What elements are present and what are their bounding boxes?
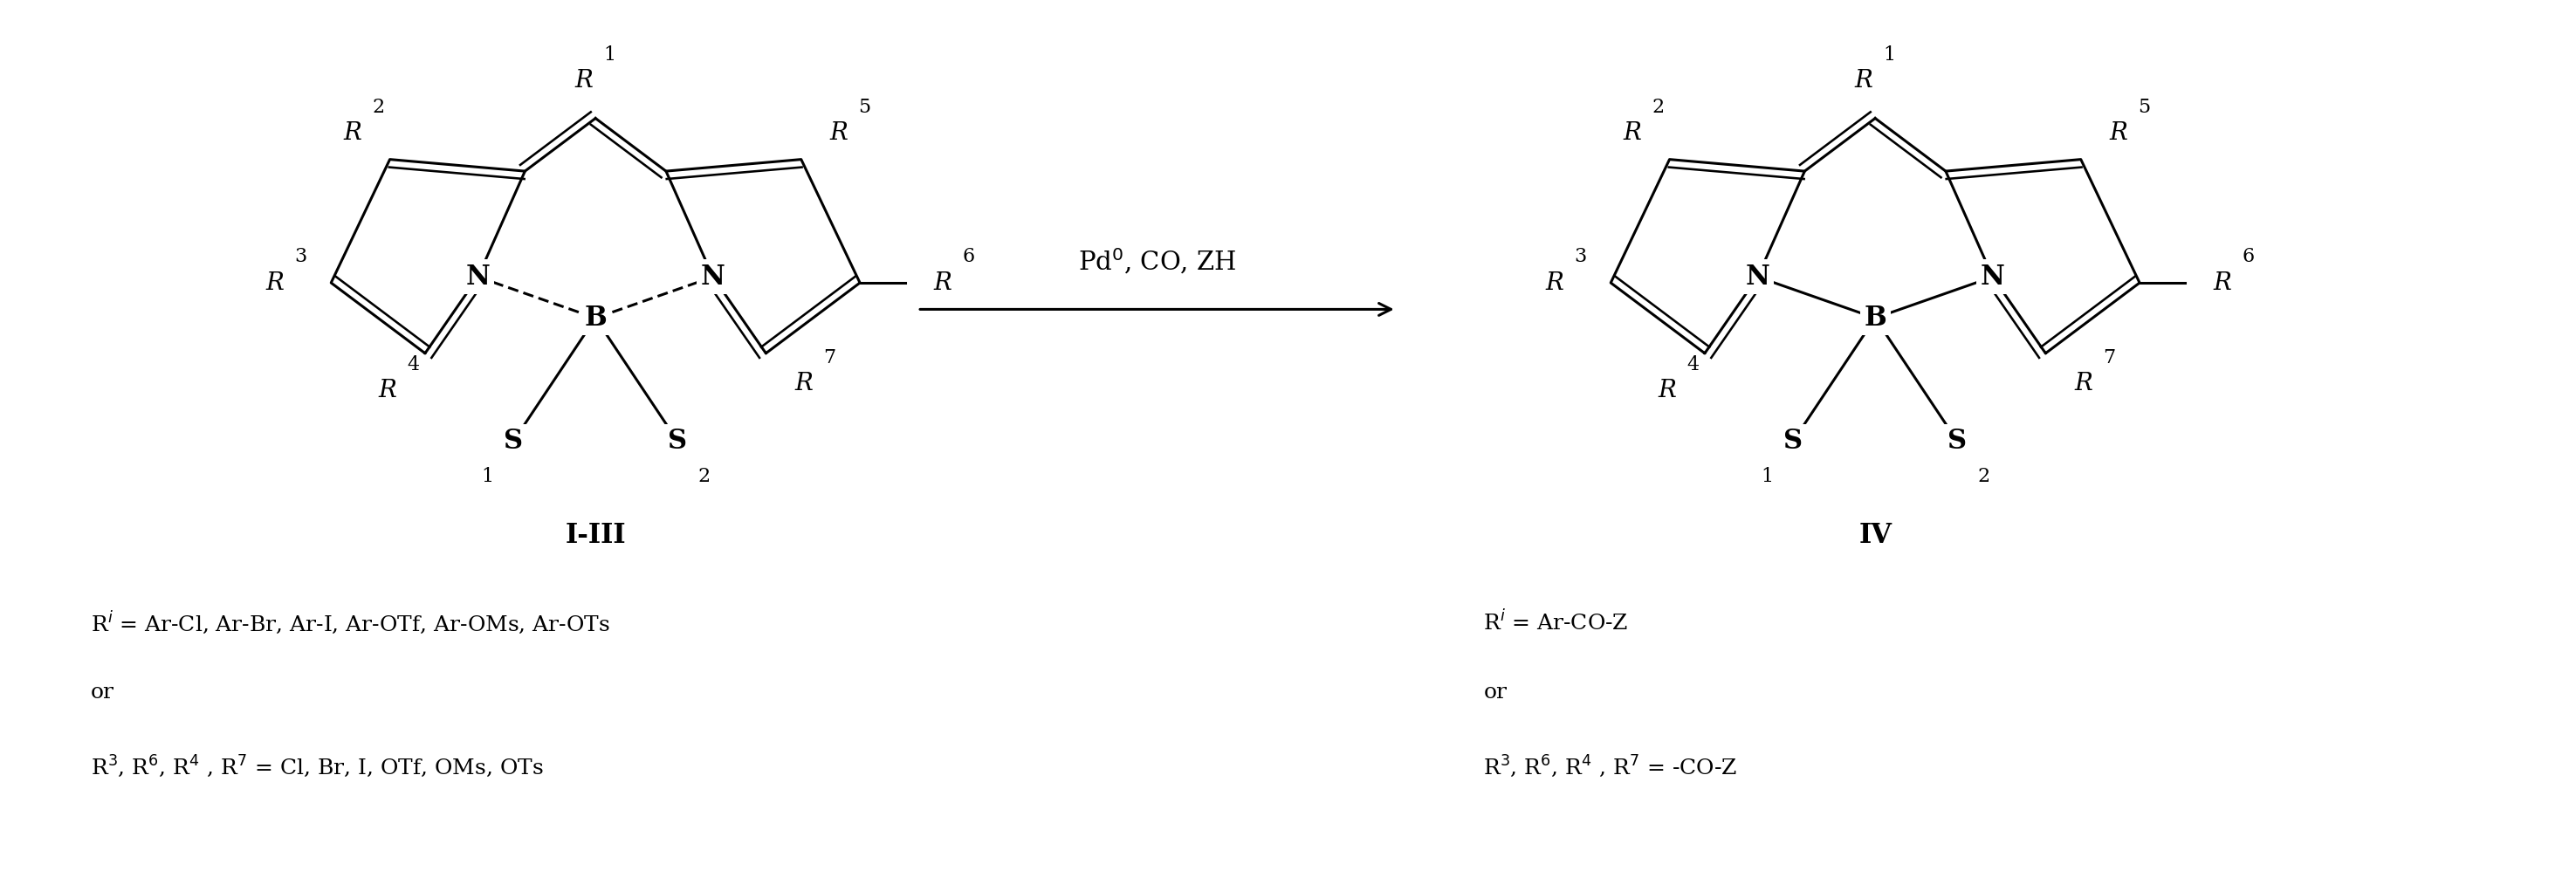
Text: 1: 1 [603, 45, 616, 65]
Text: S: S [1947, 427, 1968, 455]
Text: R: R [1855, 69, 1873, 92]
Text: R: R [1546, 271, 1564, 295]
Text: 4: 4 [1687, 356, 1700, 374]
Text: 7: 7 [2102, 348, 2115, 367]
Text: S: S [1783, 427, 1803, 455]
Text: 2: 2 [698, 467, 711, 486]
Text: R: R [2110, 121, 2128, 145]
Text: 1: 1 [1762, 467, 1772, 486]
Text: 5: 5 [858, 97, 871, 117]
Text: R: R [343, 121, 361, 145]
Text: N: N [466, 264, 489, 290]
Text: 3: 3 [294, 247, 307, 266]
Text: R$^{i}$ = Ar-CO-Z: R$^{i}$ = Ar-CO-Z [1484, 611, 1628, 635]
Text: 1: 1 [482, 467, 495, 486]
Text: 2: 2 [1978, 467, 1989, 486]
Text: N: N [701, 264, 726, 290]
Text: R: R [1623, 121, 1641, 145]
Text: I-III: I-III [564, 522, 626, 550]
Text: R: R [793, 372, 811, 395]
Text: 1: 1 [1883, 45, 1896, 65]
Text: R: R [1659, 379, 1677, 403]
Text: 3: 3 [1574, 247, 1587, 266]
Text: B: B [585, 304, 608, 332]
Text: R$^{3}$, R$^{6}$, R$^{4}$ , R$^{7}$ = Cl, Br, I, OTf, OMs, OTs: R$^{3}$, R$^{6}$, R$^{4}$ , R$^{7}$ = Cl… [90, 753, 544, 779]
Text: 5: 5 [2138, 97, 2151, 117]
Text: R$^{i}$ = Ar-Cl, Ar-Br, Ar-I, Ar-OTf, Ar-OMs, Ar-OTs: R$^{i}$ = Ar-Cl, Ar-Br, Ar-I, Ar-OTf, Ar… [90, 610, 611, 636]
Text: R: R [933, 271, 951, 295]
Text: R: R [829, 121, 848, 145]
Text: R: R [265, 271, 283, 295]
Text: IV: IV [1860, 522, 1891, 550]
Text: 6: 6 [2241, 247, 2254, 266]
Text: R: R [2074, 372, 2092, 395]
Text: R$^{3}$, R$^{6}$, R$^{4}$ , R$^{7}$ = -CO-Z: R$^{3}$, R$^{6}$, R$^{4}$ , R$^{7}$ = -C… [1484, 753, 1736, 779]
Text: N: N [1981, 264, 2004, 290]
Text: S: S [502, 427, 523, 455]
Text: Pd$^0$, CO, ZH: Pd$^0$, CO, ZH [1077, 247, 1236, 276]
Text: R: R [379, 379, 397, 403]
Text: 2: 2 [1651, 97, 1664, 117]
Text: 4: 4 [407, 356, 420, 374]
Text: R: R [574, 69, 592, 92]
Text: 2: 2 [371, 97, 384, 117]
Text: R: R [2213, 271, 2231, 295]
Text: or: or [90, 682, 113, 703]
Text: N: N [1747, 264, 1770, 290]
Text: B: B [1865, 304, 1886, 332]
Text: S: S [667, 427, 688, 455]
Text: 7: 7 [824, 348, 835, 367]
Text: 6: 6 [963, 247, 974, 266]
Text: or: or [1484, 682, 1507, 703]
